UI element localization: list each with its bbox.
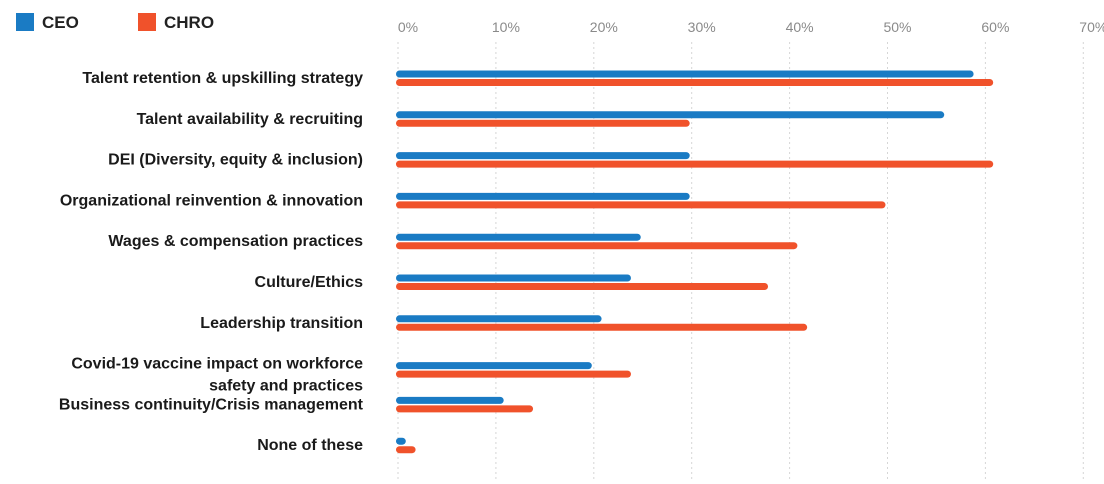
category-label: DEI (Diversity, equity & inclusion)	[108, 152, 363, 169]
bar-chro	[396, 446, 416, 454]
bar-ceo	[396, 192, 690, 200]
legend: CEO CHRO	[16, 13, 214, 32]
bar-chro	[396, 160, 994, 168]
bar-ceo	[396, 396, 504, 404]
legend-swatch-chro	[138, 13, 156, 31]
grid	[397, 42, 1084, 480]
category-label: Leadership transition	[200, 315, 363, 332]
x-tick-label: 30%	[688, 19, 716, 35]
x-tick-label: 0%	[398, 19, 418, 35]
category-label: Covid-19 vaccine impact on workforce	[71, 356, 363, 373]
category-label: None of these	[257, 437, 363, 454]
category-label: Culture/Ethics	[255, 274, 364, 291]
bar-chro	[396, 370, 631, 378]
category-label: Talent availability & recruiting	[137, 111, 363, 128]
legend-swatch-ceo	[16, 13, 34, 31]
category-label: Wages & compensation practices	[108, 233, 363, 250]
x-tick-label: 40%	[786, 19, 814, 35]
category-label: safety and practices	[209, 378, 363, 395]
bar-chro	[396, 119, 690, 127]
bar-chro	[396, 201, 886, 209]
bar-chro	[396, 283, 769, 290]
bar-chro	[396, 242, 798, 250]
bar-ceo	[396, 152, 690, 160]
bar-ceo	[396, 233, 641, 241]
x-tick-label: 10%	[492, 19, 520, 35]
x-tick-label: 60%	[981, 19, 1009, 35]
bar-ceo	[396, 70, 974, 78]
bar-ceo	[396, 315, 602, 323]
x-tick-label: 50%	[883, 19, 911, 35]
bars	[396, 70, 994, 454]
legend-label-chro: CHRO	[164, 13, 214, 32]
category-label: Business continuity/Crisis management	[59, 396, 364, 413]
x-axis-ticks: 0% 10% 20% 30% 40% 50% 60% 70%	[398, 19, 1104, 35]
bar-ceo	[396, 111, 945, 119]
legend-label-ceo: CEO	[42, 13, 79, 32]
bar-chro	[396, 405, 534, 413]
bar-chro	[396, 79, 994, 86]
bar-chro	[396, 323, 808, 331]
x-tick-label: 70%	[1079, 19, 1104, 35]
x-tick-label: 20%	[590, 19, 618, 35]
bar-ceo	[396, 437, 406, 445]
category-label: Organizational reinvention & innovation	[60, 192, 363, 209]
bar-ceo	[396, 362, 592, 370]
category-label: Talent retention & upskilling strategy	[82, 70, 363, 87]
category-labels: Talent retention & upskilling strategy Ta…	[59, 70, 364, 454]
bar-ceo	[396, 274, 631, 282]
